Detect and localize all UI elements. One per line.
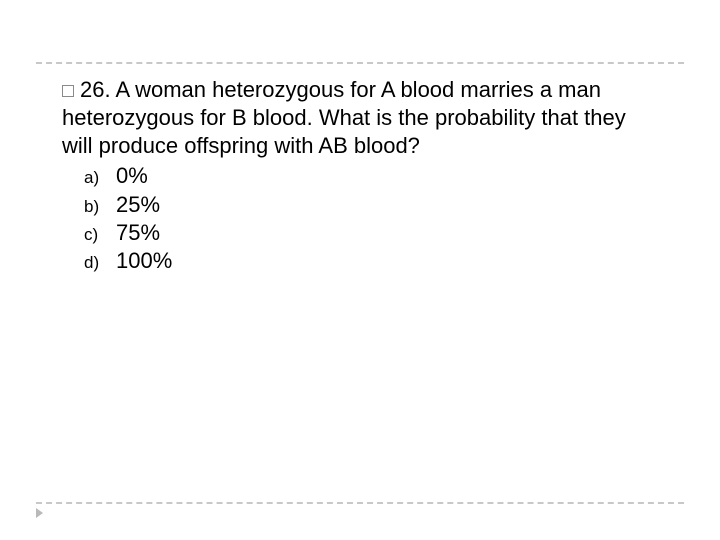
option-row: d) 100% (84, 247, 658, 275)
corner-marker-icon (36, 508, 43, 518)
square-bullet-icon (62, 85, 74, 97)
question-block: 26. A woman heterozygous for A blood mar… (62, 76, 658, 160)
question-number: 26. (80, 77, 111, 102)
options-list: a) 0% b) 25% c) 75% d) 100% (62, 162, 658, 275)
option-row: b) 25% (84, 191, 658, 219)
option-label: b) (84, 196, 116, 218)
option-row: c) 75% (84, 219, 658, 247)
option-label: d) (84, 252, 116, 274)
option-row: a) 0% (84, 162, 658, 190)
option-label: a) (84, 167, 116, 189)
option-text: 100% (116, 247, 172, 275)
question-text: A woman heterozygous for A blood marries… (62, 77, 626, 158)
option-text: 25% (116, 191, 160, 219)
slide: 26. A woman heterozygous for A blood mar… (0, 0, 720, 540)
option-text: 75% (116, 219, 160, 247)
divider-top (36, 62, 684, 64)
divider-bottom (36, 502, 684, 504)
option-label: c) (84, 224, 116, 246)
content-area: 26. A woman heterozygous for A blood mar… (62, 76, 658, 275)
option-text: 0% (116, 162, 148, 190)
